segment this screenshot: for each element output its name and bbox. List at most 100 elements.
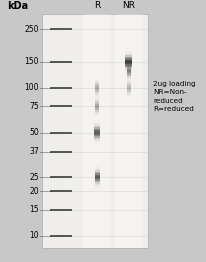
Bar <box>127 95 130 96</box>
Bar <box>125 68 132 70</box>
Bar <box>94 132 99 133</box>
Bar <box>127 77 130 78</box>
Text: 50: 50 <box>29 128 39 137</box>
Bar <box>126 82 130 84</box>
Bar <box>94 184 99 185</box>
Bar <box>126 78 130 79</box>
Text: 37: 37 <box>29 147 39 156</box>
Bar <box>127 80 130 81</box>
Bar <box>94 118 99 120</box>
Text: 25: 25 <box>29 173 39 182</box>
Bar <box>95 95 99 97</box>
Bar <box>42 14 147 248</box>
Bar <box>126 76 130 78</box>
Text: 150: 150 <box>24 57 39 66</box>
Text: kDa: kDa <box>7 1 28 11</box>
Bar <box>94 175 99 176</box>
Bar <box>95 92 99 93</box>
Bar <box>95 94 99 95</box>
Bar <box>127 84 130 86</box>
Bar <box>94 126 99 127</box>
Bar <box>95 98 99 100</box>
Bar <box>94 141 99 142</box>
Text: R: R <box>94 2 100 10</box>
Bar <box>125 58 132 60</box>
Bar <box>94 165 99 166</box>
Bar <box>94 133 99 135</box>
Bar <box>125 67 132 68</box>
Bar <box>127 87 130 89</box>
Bar <box>83 14 111 248</box>
Bar <box>94 179 99 181</box>
Bar <box>95 80 99 81</box>
Text: 75: 75 <box>29 102 39 111</box>
Bar <box>94 187 99 188</box>
Bar <box>94 123 99 124</box>
Bar <box>125 63 132 64</box>
Bar <box>95 107 99 109</box>
Bar <box>125 51 132 52</box>
Bar <box>125 70 132 72</box>
Bar <box>95 92 99 94</box>
Bar <box>125 72 132 73</box>
Bar <box>125 55 132 57</box>
Bar <box>95 109 99 110</box>
Bar <box>125 52 132 54</box>
Bar <box>127 75 130 77</box>
Text: NR: NR <box>122 2 135 10</box>
Bar <box>126 70 130 72</box>
Bar <box>125 73 132 74</box>
Bar <box>127 78 130 80</box>
Bar <box>94 188 99 190</box>
Bar <box>127 81 130 83</box>
Bar <box>127 100 130 102</box>
Bar <box>95 99 99 100</box>
Bar <box>94 142 99 144</box>
Bar <box>127 74 130 75</box>
Bar <box>127 93 130 95</box>
Bar <box>125 49 132 51</box>
Bar <box>126 60 130 62</box>
Bar <box>127 89 130 90</box>
Bar <box>126 63 130 64</box>
Bar <box>125 64 132 66</box>
Bar <box>95 90 99 92</box>
Bar <box>126 75 130 76</box>
Bar <box>94 167 99 169</box>
Bar <box>95 78 99 80</box>
Bar <box>95 100 99 101</box>
Text: 250: 250 <box>24 25 39 34</box>
Bar <box>125 48 132 49</box>
Bar <box>94 169 99 171</box>
Bar <box>94 172 99 173</box>
Bar <box>94 138 99 139</box>
Bar <box>126 69 130 70</box>
Bar <box>95 86 99 87</box>
Bar <box>127 97 130 99</box>
Bar <box>94 182 99 184</box>
Bar <box>126 62 130 63</box>
Bar <box>95 106 99 107</box>
Bar <box>95 89 99 90</box>
Bar <box>114 14 142 248</box>
Bar <box>95 101 99 103</box>
Bar <box>94 185 99 187</box>
Bar <box>125 60 132 61</box>
Bar <box>94 163 99 165</box>
Bar <box>127 83 130 84</box>
Bar <box>126 67 130 69</box>
Bar <box>125 66 132 67</box>
Bar <box>95 77 99 78</box>
Bar <box>94 144 99 145</box>
Bar <box>94 129 99 130</box>
Text: 10: 10 <box>29 232 39 241</box>
Bar <box>94 178 99 179</box>
Bar <box>94 120 99 122</box>
Bar <box>94 127 99 129</box>
Bar <box>94 166 99 167</box>
Bar <box>94 122 99 123</box>
Bar <box>126 81 130 82</box>
Bar <box>94 139 99 141</box>
Bar <box>95 100 99 102</box>
Bar <box>94 181 99 182</box>
